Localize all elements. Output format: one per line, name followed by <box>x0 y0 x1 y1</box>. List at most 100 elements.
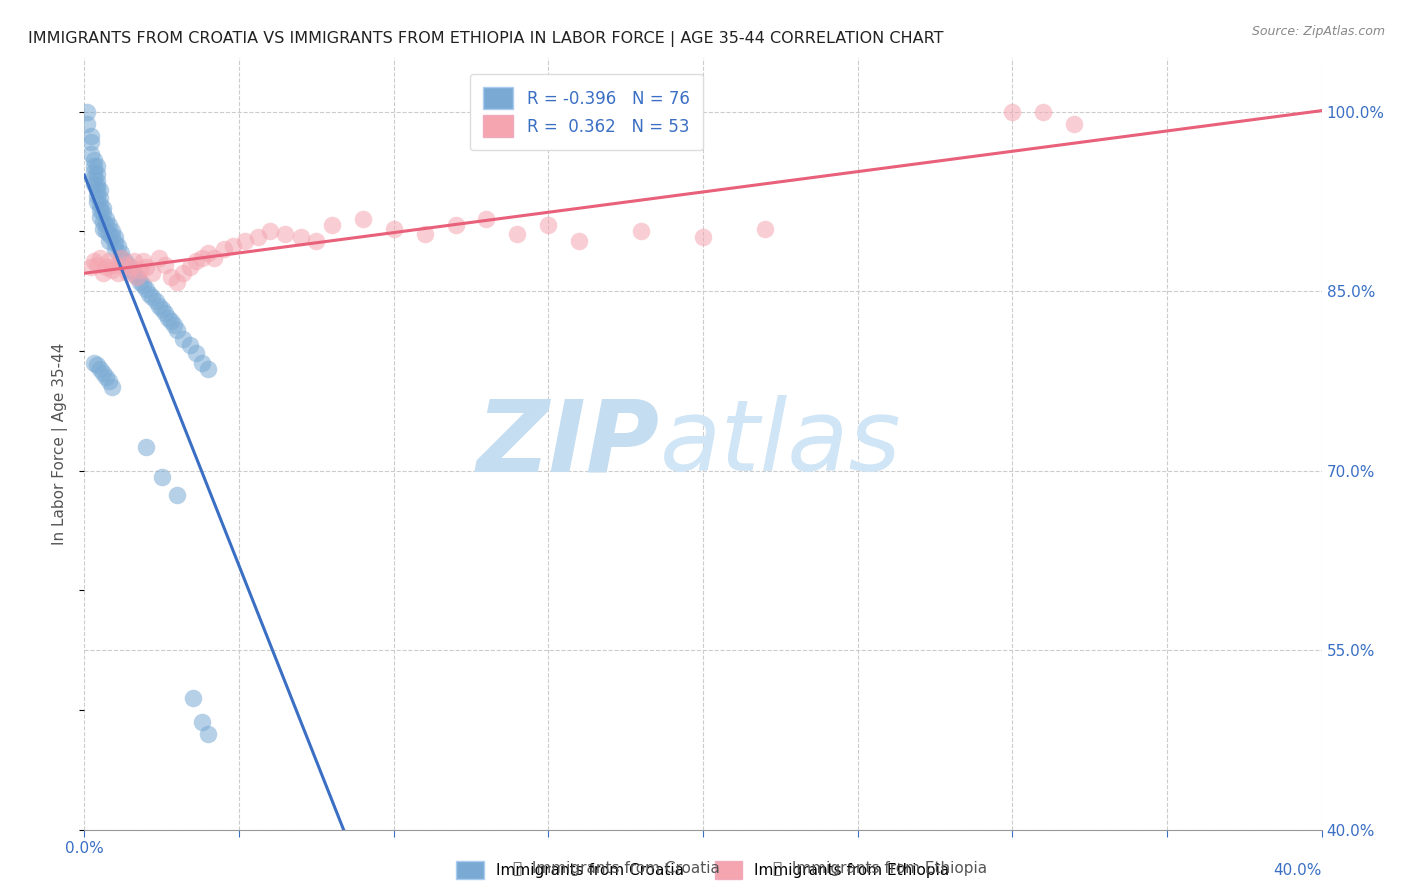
Point <box>98 374 121 388</box>
Point <box>148 251 170 265</box>
Point <box>79 135 101 149</box>
Point <box>141 290 163 304</box>
Point <box>83 254 105 268</box>
Point <box>125 269 148 284</box>
Point <box>197 727 219 741</box>
Point <box>104 236 127 251</box>
Point <box>86 167 108 181</box>
Point <box>246 230 269 244</box>
Text: IMMIGRANTS FROM CROATIA VS IMMIGRANTS FROM ETHIOPIA IN LABOR FORCE | AGE 35-44 C: IMMIGRANTS FROM CROATIA VS IMMIGRANTS FR… <box>28 31 943 47</box>
Text: Source: ZipAtlas.com: Source: ZipAtlas.com <box>1251 25 1385 38</box>
Point <box>101 224 124 238</box>
Point <box>86 194 108 209</box>
Text: 40.0%: 40.0% <box>1274 863 1322 878</box>
Legend: R = -0.396   N = 76, R =  0.362   N = 53: R = -0.396 N = 76, R = 0.362 N = 53 <box>470 74 703 150</box>
Point <box>89 183 111 197</box>
Point <box>413 227 436 241</box>
Point <box>89 191 111 205</box>
Point <box>110 251 132 265</box>
Point <box>98 227 121 241</box>
Point <box>352 212 374 227</box>
Point <box>153 306 176 320</box>
Point <box>475 212 498 227</box>
Point <box>132 254 155 268</box>
Point <box>153 258 176 272</box>
Point <box>76 117 98 131</box>
Point <box>104 243 127 257</box>
Point <box>135 282 157 296</box>
Point <box>181 690 204 705</box>
Point <box>160 269 183 284</box>
Text: ⬜  Immigrants from Ethiopia: ⬜ Immigrants from Ethiopia <box>773 861 987 876</box>
Point <box>259 224 281 238</box>
Point <box>274 227 297 241</box>
Legend: Immigrants from Croatia, Immigrants from Ethiopia: Immigrants from Croatia, Immigrants from… <box>450 855 956 885</box>
Point <box>86 359 108 373</box>
Point <box>150 469 173 483</box>
Point <box>86 188 108 202</box>
Point <box>101 380 124 394</box>
Point <box>94 260 117 275</box>
Point <box>197 362 219 376</box>
Point <box>89 202 111 217</box>
Point <box>145 293 167 308</box>
Point <box>89 210 111 224</box>
Point <box>83 177 105 191</box>
Point <box>91 366 114 380</box>
Point <box>86 183 108 197</box>
Point <box>172 332 194 346</box>
Point <box>166 487 188 501</box>
Point <box>110 246 132 260</box>
Point <box>86 174 108 188</box>
Point <box>692 230 714 244</box>
Point <box>191 356 214 370</box>
Point <box>754 222 776 236</box>
Point <box>83 170 105 185</box>
Point <box>122 266 145 280</box>
Point <box>135 260 157 275</box>
Point <box>94 212 117 227</box>
Point <box>184 254 207 268</box>
Point <box>89 362 111 376</box>
Point <box>79 128 101 143</box>
Point <box>120 262 142 277</box>
Point <box>83 153 105 167</box>
Text: ⬜  Immigrants from Croatia: ⬜ Immigrants from Croatia <box>513 861 720 876</box>
Point <box>101 262 124 277</box>
Point <box>107 266 129 280</box>
Point <box>101 230 124 244</box>
Point <box>83 164 105 178</box>
Point <box>76 104 98 119</box>
Point <box>148 299 170 313</box>
Point <box>114 254 136 268</box>
Point <box>94 219 117 233</box>
Point <box>141 266 163 280</box>
Point <box>122 254 145 268</box>
Point <box>135 440 157 454</box>
Point <box>212 243 235 257</box>
Point <box>89 251 111 265</box>
Point <box>156 310 179 325</box>
Point <box>166 275 188 289</box>
Point <box>86 159 108 173</box>
Point <box>202 251 225 265</box>
Point <box>125 269 148 284</box>
Y-axis label: In Labor Force | Age 35-44: In Labor Force | Age 35-44 <box>52 343 69 545</box>
Point <box>191 714 214 729</box>
Point <box>129 262 152 277</box>
Point <box>160 314 183 328</box>
Point <box>98 254 121 268</box>
Text: atlas: atlas <box>659 395 901 492</box>
Point <box>86 258 108 272</box>
Point <box>233 234 256 248</box>
Point <box>290 230 312 244</box>
Point <box>104 258 127 272</box>
Point <box>120 260 142 275</box>
Point <box>1001 104 1024 119</box>
Point <box>179 260 201 275</box>
Point <box>104 230 127 244</box>
Point <box>222 239 245 253</box>
Point <box>114 258 136 272</box>
Point <box>91 266 114 280</box>
Point <box>1063 117 1085 131</box>
